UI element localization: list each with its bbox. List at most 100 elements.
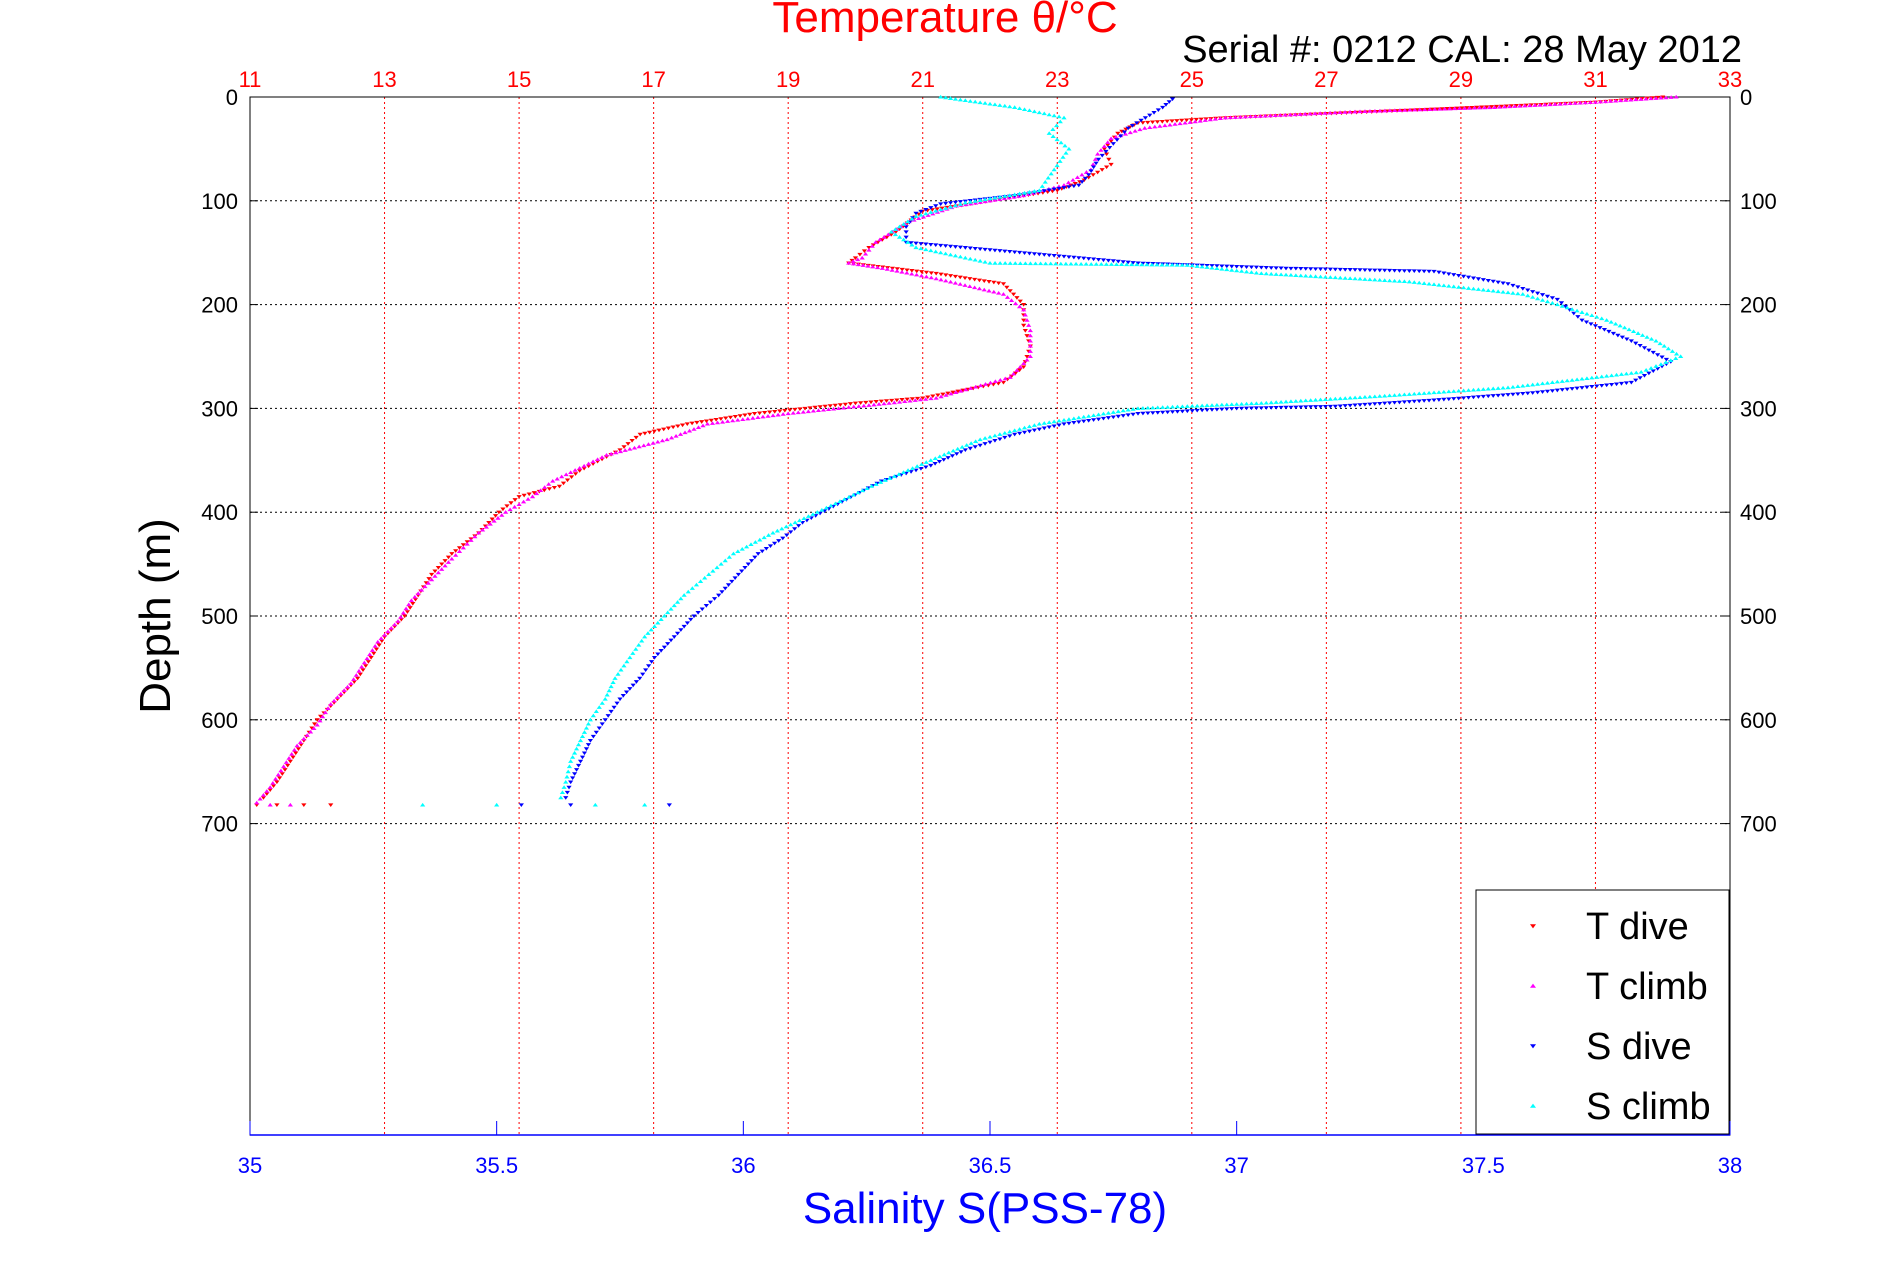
data-point <box>1584 376 1590 380</box>
data-point <box>709 421 716 425</box>
data-point <box>435 566 441 570</box>
data-point <box>1362 395 1368 399</box>
data-point <box>1441 283 1447 288</box>
data-point <box>952 96 959 101</box>
data-point <box>1644 335 1650 339</box>
data-point <box>1525 391 1531 396</box>
data-point <box>1352 109 1358 114</box>
data-point <box>1495 280 1501 285</box>
data-point <box>699 607 705 612</box>
data-point <box>297 740 304 744</box>
data-point <box>1512 104 1518 108</box>
data-point <box>1613 382 1620 387</box>
depth-tick-label-right: 500 <box>1740 604 1777 629</box>
data-point <box>1017 191 1023 196</box>
data-point <box>1066 185 1072 189</box>
data-point <box>1207 117 1213 122</box>
data-point <box>914 464 920 468</box>
data-point <box>888 229 894 234</box>
data-point <box>520 499 527 504</box>
data-point <box>328 803 334 807</box>
data-point <box>1140 261 1146 266</box>
data-point <box>904 268 910 273</box>
data-point <box>933 395 939 400</box>
data-point <box>294 743 300 748</box>
data-point <box>725 583 732 587</box>
data-point <box>938 272 944 277</box>
data-point <box>1434 107 1440 112</box>
data-point <box>398 614 404 619</box>
legend-entry-label: T dive <box>1586 906 1689 948</box>
data-point <box>1140 411 1146 416</box>
data-point <box>1105 410 1111 415</box>
data-point <box>608 709 614 714</box>
data-point <box>1017 368 1023 373</box>
data-point <box>472 534 478 539</box>
data-point <box>1396 400 1403 405</box>
data-point <box>1317 397 1324 402</box>
data-point <box>1449 106 1455 111</box>
data-point <box>1140 406 1146 410</box>
data-point <box>1229 402 1235 407</box>
data-point <box>612 676 618 680</box>
data-point <box>1026 251 1033 256</box>
data-point <box>559 474 565 479</box>
data-point <box>1317 274 1324 279</box>
data-point <box>351 680 357 684</box>
data-point <box>1012 432 1018 437</box>
data-point <box>1008 298 1015 303</box>
data-point <box>941 458 947 462</box>
data-point <box>492 514 499 518</box>
data-point <box>992 433 998 438</box>
data-point <box>1457 106 1463 111</box>
depth-tick-label-right: 600 <box>1740 708 1777 733</box>
data-point <box>952 274 959 279</box>
data-point <box>1152 124 1158 129</box>
data-point <box>442 559 448 563</box>
data-point <box>1012 250 1018 255</box>
data-point <box>1357 276 1363 281</box>
data-point <box>1257 114 1263 118</box>
data-point <box>1421 269 1427 274</box>
data-point <box>1174 262 1180 267</box>
data-point <box>1061 254 1067 259</box>
data-point <box>788 530 794 535</box>
data-point <box>356 668 362 673</box>
data-point <box>1382 268 1388 273</box>
data-point <box>1224 264 1230 269</box>
data-point <box>1091 413 1097 417</box>
depth-tick-label-right: 100 <box>1740 189 1777 214</box>
data-point <box>575 742 582 747</box>
data-point <box>504 504 510 509</box>
data-point <box>723 416 729 421</box>
data-point <box>360 668 366 673</box>
data-point <box>928 463 934 468</box>
data-point <box>1618 372 1625 376</box>
data-point <box>1184 404 1190 408</box>
data-point <box>1150 411 1156 415</box>
data-point <box>460 545 466 550</box>
data-point <box>1155 108 1161 113</box>
data-point <box>1643 368 1649 372</box>
data-point <box>579 755 586 760</box>
data-point <box>572 772 578 776</box>
data-point <box>1163 103 1169 107</box>
data-point <box>850 492 857 497</box>
data-point <box>1105 143 1111 148</box>
data-point <box>702 575 708 580</box>
data-point <box>1262 113 1268 118</box>
data-point <box>260 796 267 800</box>
depth-tick-label-left: 300 <box>201 396 238 421</box>
data-point <box>1624 337 1630 342</box>
y-axis-label: Depth (m) <box>131 518 180 714</box>
data-point <box>1452 106 1458 111</box>
data-point <box>564 478 571 483</box>
data-point <box>1515 291 1521 296</box>
data-point <box>1101 144 1107 148</box>
data-point <box>1027 261 1034 266</box>
data-point <box>686 428 693 433</box>
data-point <box>639 638 645 643</box>
data-point <box>568 475 575 479</box>
data-point <box>792 407 798 412</box>
